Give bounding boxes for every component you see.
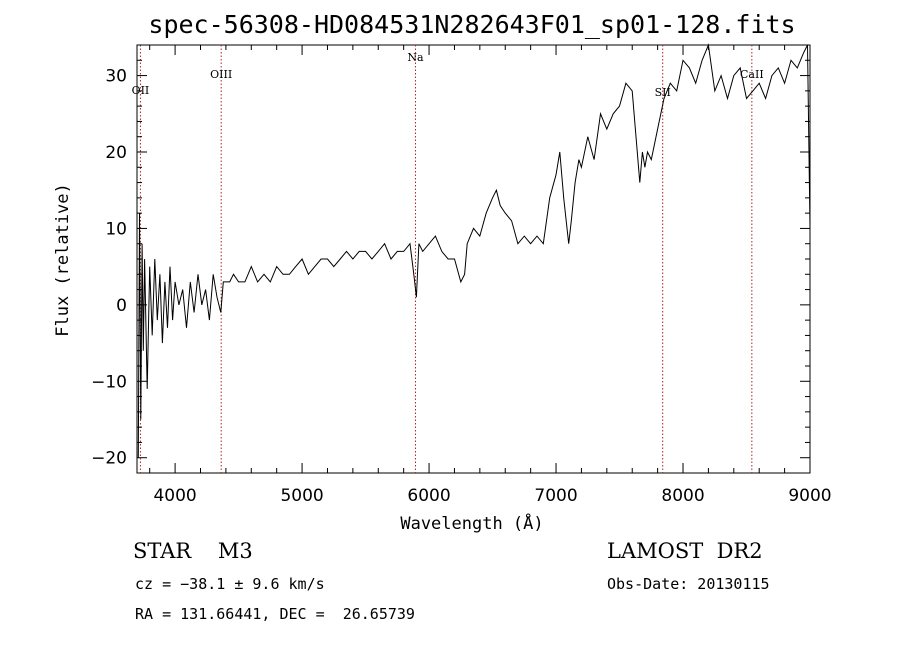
x-axis: 4000 5000 6000 7000 8000 9000 <box>149 45 832 506</box>
x-axis-label: Wavelength (Å) <box>400 512 543 534</box>
y-tick-label: 10 <box>105 219 127 239</box>
marker-label-oiii: OIII <box>210 68 232 81</box>
marker-label-na: Na <box>407 51 424 64</box>
survey-name: LAMOST DR2 <box>607 539 763 563</box>
spectrum-line <box>137 43 811 458</box>
object-class: STAR M3 <box>133 539 253 563</box>
plot-frame <box>136 44 811 474</box>
chart-title: spec-56308-HD084531N282643F01_sp01-128.f… <box>148 10 795 39</box>
y-axis-label: Flux (relative) <box>53 183 73 337</box>
x-tick-label: 7000 <box>534 486 577 506</box>
x-tick-label: 9000 <box>788 486 831 506</box>
x-tick-label: 6000 <box>407 486 450 506</box>
x-tick-label: 4000 <box>153 486 196 506</box>
y-tick-label: 30 <box>105 67 127 87</box>
y-axis: −20 −10 0 10 20 30 <box>91 44 810 469</box>
x-tick-label: 8000 <box>661 486 704 506</box>
coordinates-text: RA = 131.66441, DEC = 26.65739 <box>135 605 415 623</box>
y-tick-label: −20 <box>91 449 127 469</box>
x-tick-label: 5000 <box>280 486 323 506</box>
y-tick-label: −10 <box>91 372 127 392</box>
velocity-text: cz = −38.1 ± 9.6 km/s <box>135 575 325 593</box>
marker-label-caii: CaII <box>740 68 764 81</box>
obs-date-text: Obs-Date: 20130115 <box>607 575 770 593</box>
marker-label-sii: SII <box>655 86 671 99</box>
y-tick-label: 0 <box>116 296 127 316</box>
y-tick-label: 20 <box>105 143 127 163</box>
